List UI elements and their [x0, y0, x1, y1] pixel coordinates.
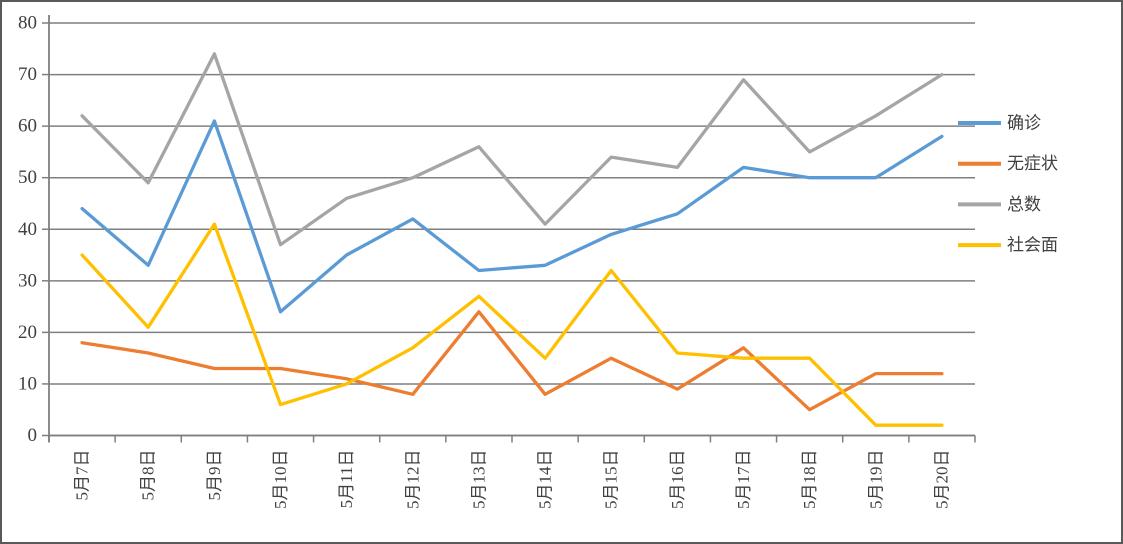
y-tick-label: 40 [18, 219, 37, 240]
x-axis-label: 5月18日 [800, 450, 819, 510]
x-axis-label: 5月19日 [866, 450, 885, 510]
legend-item: 确诊 [958, 114, 1041, 133]
y-tick-label: 0 [28, 425, 38, 446]
legend-label-3: 社会面 [1007, 236, 1058, 255]
y-tick-label: 30 [18, 270, 37, 291]
y-tick-label: 20 [18, 322, 37, 343]
x-axis-label: 5月13日 [469, 450, 488, 510]
y-tick-label: 70 [18, 64, 37, 85]
x-axis-label: 5月16日 [668, 450, 687, 510]
x-axis-label: 5月8日 [139, 450, 158, 501]
x-axis-label: 5月14日 [536, 450, 555, 510]
y-tick-label: 80 [18, 13, 37, 34]
x-axis-label: 5月17日 [734, 450, 753, 510]
x-axis-labels: 5月7日 5月8日 5月9日 5月10日 5月11日 5月12日 5月13日 5月14日 5月1… [73, 450, 952, 510]
x-axis-label: 5月10日 [271, 450, 290, 510]
x-axis-label: 5月11日 [337, 450, 356, 509]
series-line-2 [80, 52, 944, 247]
series-line-1 [80, 310, 944, 412]
legend-item: 总数 [958, 195, 1041, 214]
x-axis-label: 5月15日 [602, 450, 621, 510]
axes [48, 15, 976, 443]
y-tick-label: 50 [18, 167, 37, 188]
legend-item: 无症状 [958, 154, 1058, 173]
legend-label-0: 确诊 [1007, 114, 1041, 133]
x-axis-label: 5月9日 [205, 450, 224, 501]
x-axis-label: 5月20日 [932, 450, 951, 510]
x-axis-label: 5月12日 [403, 450, 422, 510]
x-axis-label: 5月7日 [73, 450, 92, 501]
y-tick-label: 10 [18, 373, 37, 394]
legend-label-2: 总数 [1007, 195, 1041, 214]
legend-item: 社会面 [958, 236, 1058, 255]
legend-label-1: 无症状 [1007, 154, 1058, 173]
series-line-3 [80, 222, 944, 427]
y-axis-labels: 0 10 20 30 40 50 60 70 80 [18, 13, 37, 447]
gridlines [42, 22, 975, 437]
y-tick-label: 60 [18, 116, 37, 137]
series-lines [80, 52, 944, 427]
series-line-0 [80, 119, 944, 314]
